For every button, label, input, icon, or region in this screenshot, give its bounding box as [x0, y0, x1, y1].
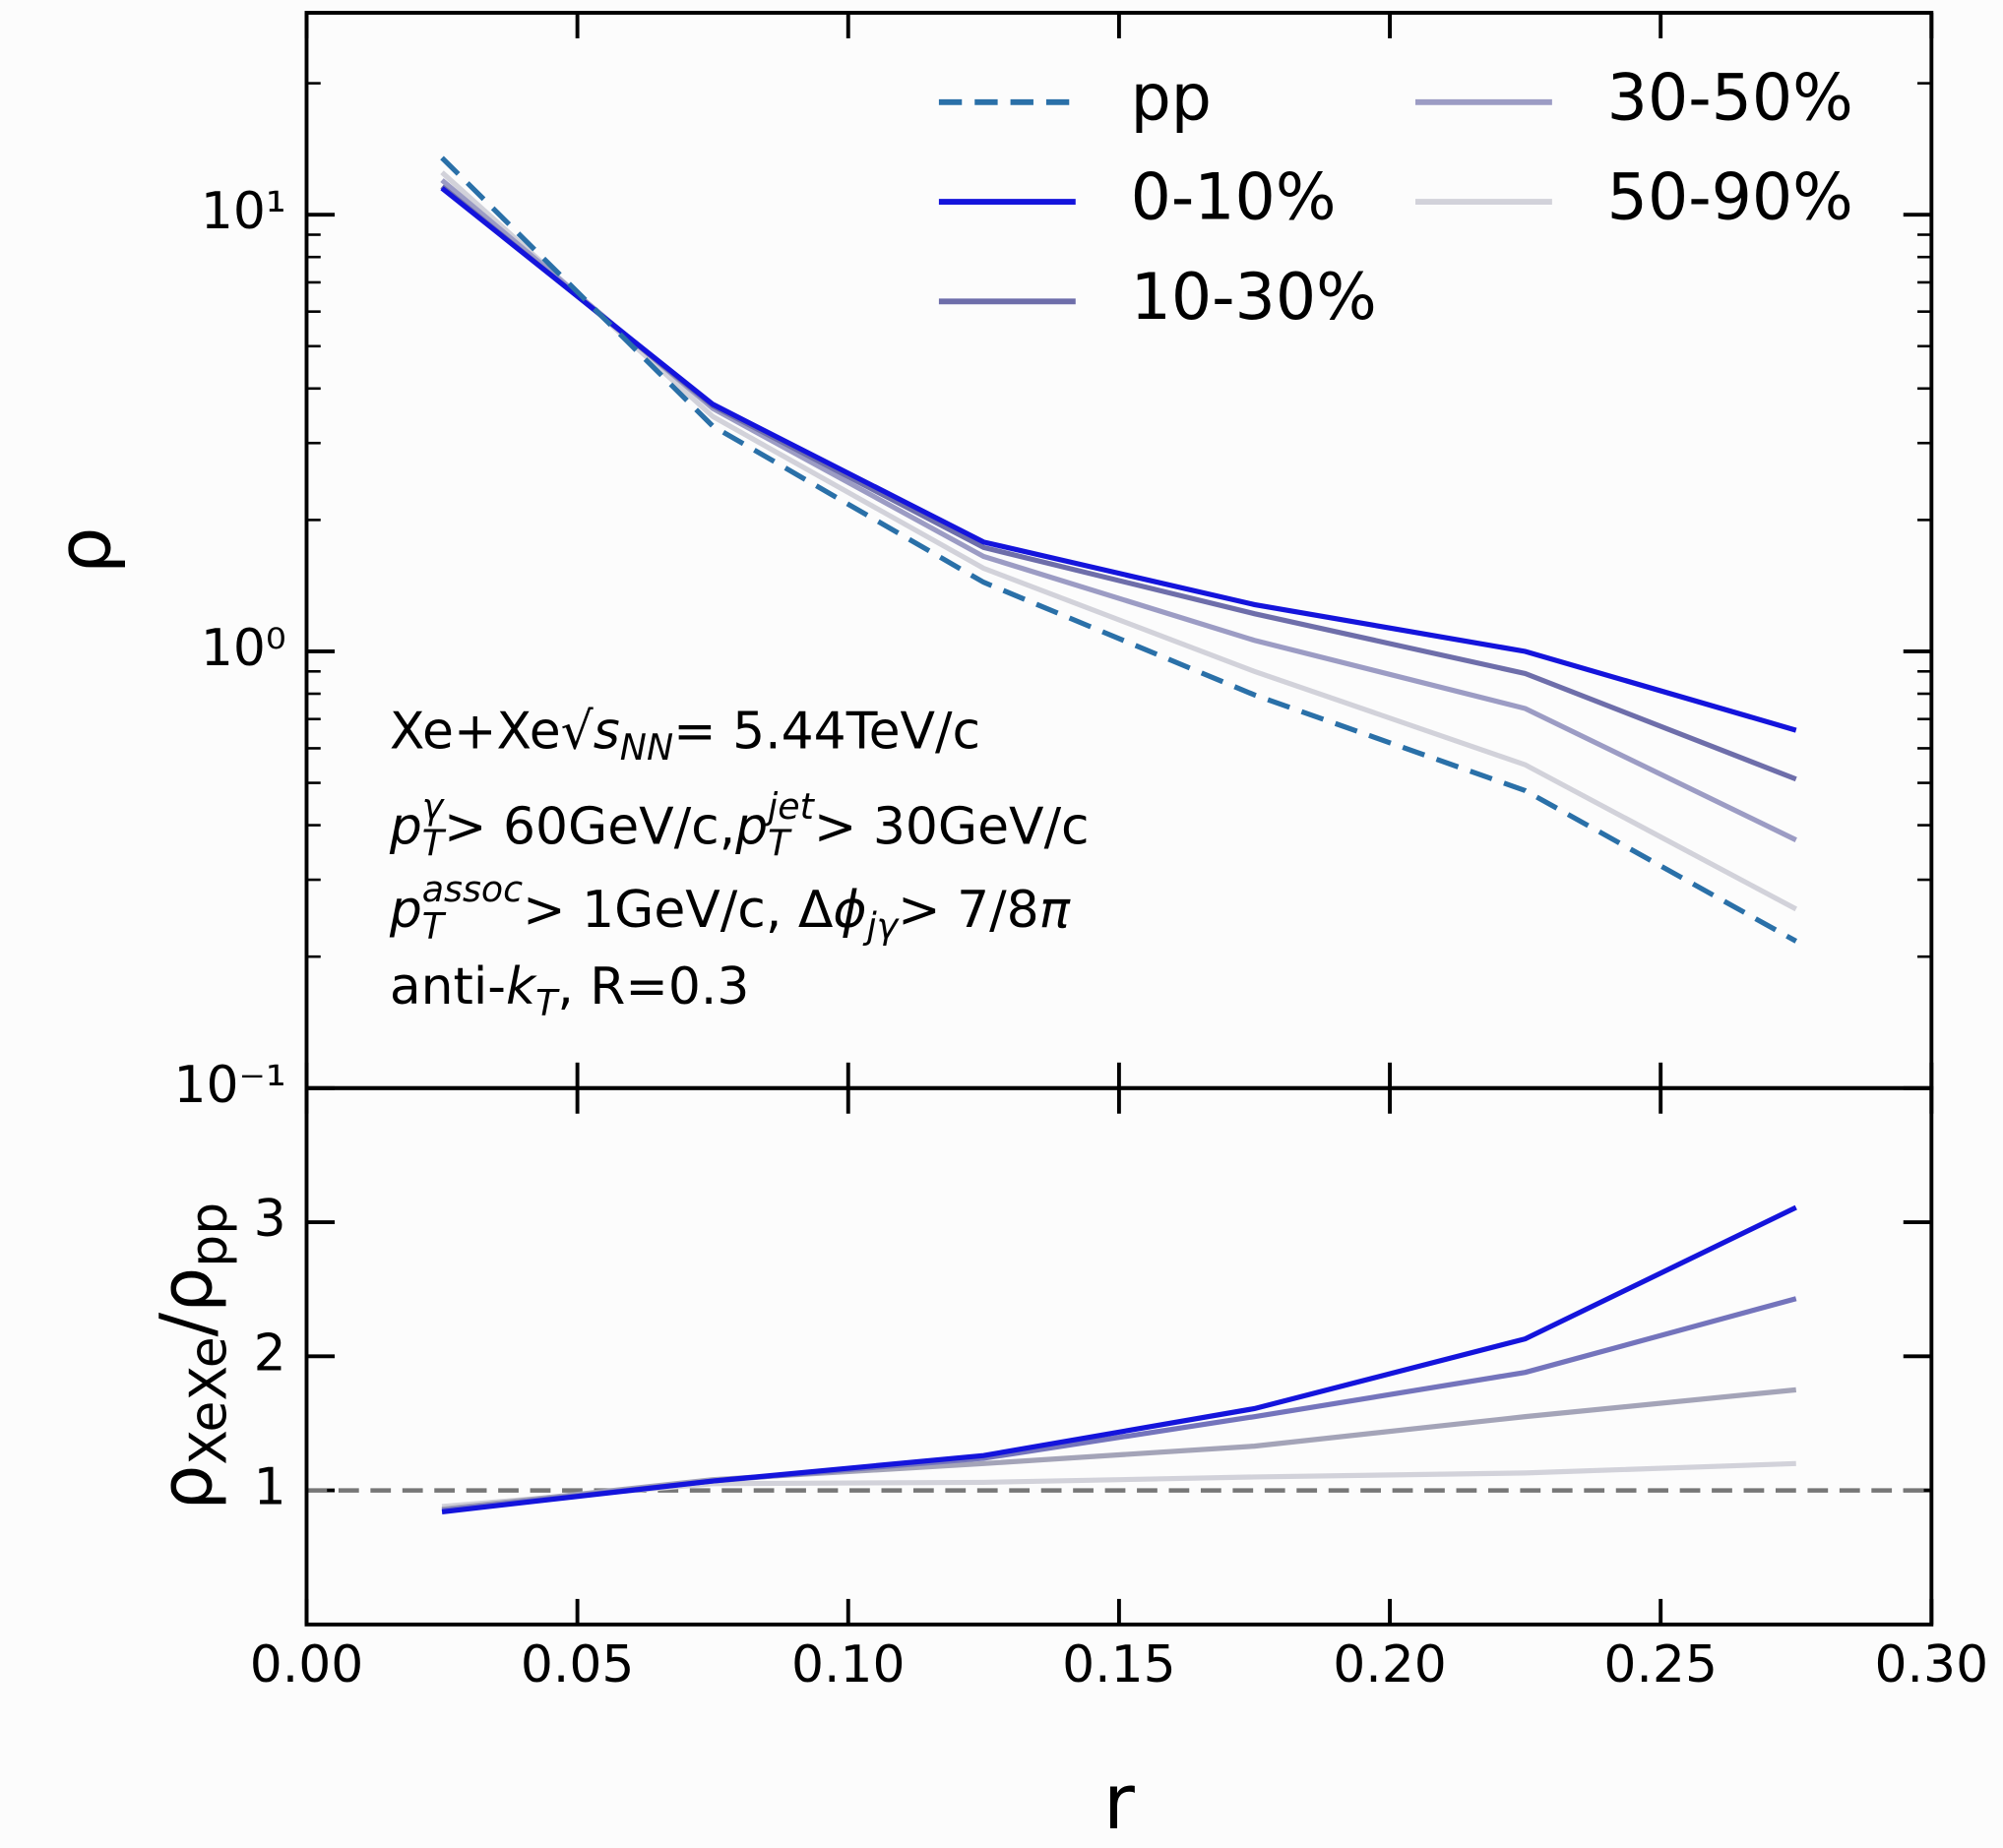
series-line [440, 186, 1797, 733]
legend-label: 50-90% [1607, 161, 1853, 235]
x-tick-label: 0.00 [250, 1635, 364, 1694]
y-axis-label-text: ρXeXe/ρpp [147, 1202, 239, 1510]
annotation: p [389, 881, 422, 940]
annotation: p [389, 798, 422, 857]
x-tick-label: 0.25 [1603, 1635, 1718, 1694]
x-axis-label: r [1103, 1758, 1136, 1847]
legend-label: 30-50% [1607, 61, 1853, 135]
annotation: T [422, 822, 447, 864]
legend-label: 0-10% [1131, 161, 1337, 235]
y-axis-label-part: XeXe [179, 1336, 238, 1464]
x-tick-label: 0.10 [791, 1635, 906, 1694]
y-tick-label: 2 [254, 1324, 286, 1383]
annotation: anti- [390, 957, 506, 1016]
y-axis-label: ρXeXe/ρpp [147, 1202, 239, 1510]
x-tick-label: 0.15 [1062, 1635, 1176, 1694]
annotation: π [1039, 881, 1071, 940]
y-tick-label: 1 [254, 1458, 286, 1517]
annotation: T [422, 905, 447, 948]
series-line [441, 1204, 1797, 1514]
annotation: = 5.44TeV/c [673, 702, 980, 761]
y-axis-label-part: /ρ [147, 1267, 229, 1337]
x-tick-label: 0.30 [1875, 1635, 1989, 1694]
annotation: jγ [862, 905, 901, 948]
y-tick-label: 10¹ [201, 182, 286, 241]
annotation: k [506, 957, 537, 1016]
annotation: s [594, 702, 620, 761]
annotation: p [734, 798, 768, 857]
annotation: γ [422, 785, 446, 828]
annotation: jet [763, 785, 815, 828]
x-tick-label: 0.05 [521, 1635, 635, 1694]
y-tick-label: 3 [254, 1190, 286, 1249]
legend-label: pp [1131, 61, 1212, 135]
annotation: NN [620, 726, 673, 769]
annotation: > 30GeV/c [814, 798, 1090, 857]
legend-label: 10-30% [1131, 261, 1377, 335]
annotation: ϕ [833, 881, 866, 940]
annotation: > 1GeV/c, Δ [523, 881, 834, 940]
annotation: > 7/8 [898, 881, 1039, 940]
axes-frame [304, 1085, 1934, 1627]
x-tick-label: 0.20 [1333, 1635, 1447, 1694]
annotation: > 60GeV/c, [444, 798, 735, 857]
series-line [440, 170, 1797, 912]
y-tick-label: 10⁰ [201, 619, 286, 678]
y-axis-label-part: ρ [147, 1465, 229, 1510]
y-axis-label-part: pp [179, 1202, 238, 1267]
series-line [440, 155, 1798, 944]
annotation: , R=0.3 [557, 957, 749, 1016]
annotation: assoc [422, 868, 523, 910]
annotation: √ [561, 702, 595, 761]
y-axis-label: ρ [40, 526, 127, 574]
annotation: T [768, 822, 792, 864]
annotation: T [535, 981, 560, 1023]
y-tick-label: 10⁻¹ [173, 1056, 285, 1115]
annotation: Xe+Xe [390, 702, 561, 761]
